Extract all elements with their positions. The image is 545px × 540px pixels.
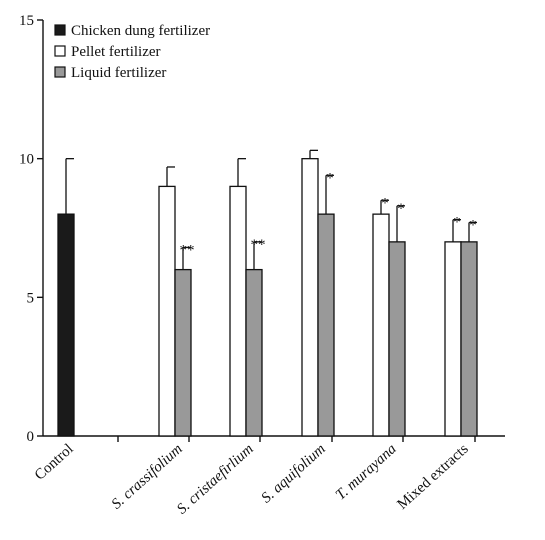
- significance-label: *: [397, 201, 405, 217]
- legend-swatch: [54, 45, 66, 57]
- legend-swatch: [54, 24, 66, 36]
- bar: [388, 241, 406, 437]
- legend-label: Pellet fertilizer: [71, 44, 161, 60]
- bar: [301, 158, 319, 437]
- bar: [460, 241, 478, 437]
- y-tick-label: 5: [27, 290, 35, 306]
- x-category-label: S. crassifolium: [109, 441, 186, 513]
- significance-label: *: [453, 215, 461, 231]
- bar: [372, 213, 390, 437]
- bar: [444, 241, 462, 437]
- significance-label: *: [469, 217, 477, 233]
- y-tick-label: 15: [19, 13, 34, 29]
- bar: [174, 268, 192, 437]
- bars: ** **** ** *: [57, 149, 478, 437]
- x-category-label: T. murayana: [333, 441, 400, 503]
- y-tick-label: 0: [27, 429, 35, 445]
- x-category-label: Mixed extracts: [394, 441, 471, 513]
- significance-label: *: [381, 195, 389, 211]
- bar: [317, 213, 335, 437]
- legend-swatch: [54, 66, 66, 78]
- legend-label: Chicken dung fertilizer: [71, 23, 210, 39]
- x-category-label: Control: [32, 441, 77, 484]
- bar: [229, 185, 247, 437]
- legend: Chicken dung fertilizer Pellet fertilizer…: [54, 23, 210, 81]
- bar: [245, 268, 263, 437]
- bar: [158, 185, 176, 437]
- significance-label: **: [180, 242, 195, 258]
- x-category-label: S. aquifolium: [259, 441, 329, 507]
- bar: [57, 213, 75, 437]
- legend-label: Liquid fertilizer: [71, 65, 166, 81]
- x-category-label: S. cristaefirlium: [174, 441, 257, 518]
- y-tick-label: 10: [19, 152, 34, 168]
- significance-label: **: [251, 237, 266, 253]
- significance-label: *: [326, 170, 334, 186]
